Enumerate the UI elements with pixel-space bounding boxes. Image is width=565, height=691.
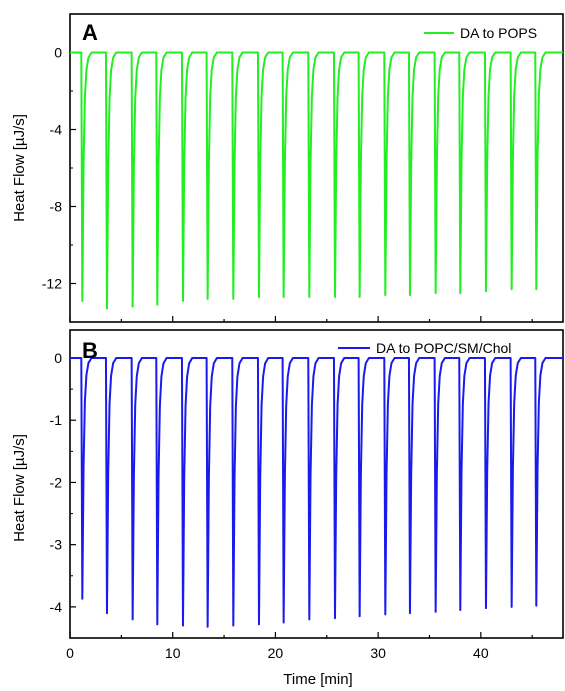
panel-b-peak-point	[409, 612, 411, 614]
panel-b-plot-area: 0 -1 -2 -3 -4 0 10 20 30 40	[50, 329, 564, 661]
panel-b-y-tick-label: -3	[50, 537, 63, 553]
panel-b-x-tick-label: 30	[370, 645, 386, 661]
panel-b-peak-point	[282, 621, 285, 624]
panel-b-peak-point	[182, 624, 184, 627]
panel-a-series-line	[70, 51, 563, 310]
panel-a-peak-point	[485, 290, 487, 293]
panel-a-peak-point	[156, 303, 159, 306]
panel-a-peak-point	[81, 300, 84, 302]
panel-a-peak-point	[131, 305, 134, 308]
panel-a-frame	[69, 13, 564, 323]
panel-b-peak-point	[510, 606, 513, 608]
panel-a-peak-point	[232, 298, 235, 300]
panel-b-peak-point	[535, 604, 538, 607]
panel-a-label: A	[82, 20, 98, 45]
panel-b-y-tick-label: -1	[50, 412, 63, 428]
panel-b-y-tick-label: 0	[54, 350, 62, 366]
panel-b-x-tick-label: 40	[473, 645, 489, 661]
panel-b-peak-point	[258, 623, 260, 626]
panel-b-peak-point	[81, 598, 84, 600]
panel-b-peak-point	[485, 607, 487, 609]
panel-b: 0-1-2-3-40 10 20 30 40 B DA to POPC/SM/Chol …	[11, 329, 564, 688]
panel-b-x-tick-label: 20	[268, 645, 284, 661]
panel-b-peak-point	[459, 609, 462, 611]
panel-a-y-tick-label: -12	[42, 276, 62, 292]
panel-a-peak-point	[282, 296, 285, 298]
x-axis-title: Time [min]	[283, 671, 352, 688]
panel-b-peak-point	[156, 623, 159, 626]
panel-b-legend-label: DA to POPC/SM/Chol	[376, 340, 511, 356]
panel-a-peak-point	[182, 300, 184, 302]
panel-a-peak-point	[308, 296, 311, 298]
panel-a-peak-point	[459, 292, 462, 294]
panel-b-peak-point	[106, 612, 108, 614]
panel-b-peak-point	[232, 624, 235, 627]
panel-b-y-tick-label: -4	[50, 599, 63, 615]
panel-b-series-line	[70, 357, 563, 628]
panel-a-y-tick-label: -8	[50, 199, 63, 215]
panel-a-peak-point	[510, 288, 513, 291]
panel-b-label: B	[82, 338, 98, 363]
panel-b-y-tick-label: -2	[50, 474, 63, 490]
panel-a-y-tick-label: 0	[54, 45, 62, 61]
panel-a-peak-point	[535, 288, 538, 291]
panel-b-frame	[69, 329, 564, 639]
panel-a-peak-point	[409, 294, 411, 296]
panel-a-peak-point	[358, 296, 361, 298]
panel-a-legend-label: DA to POPS	[460, 25, 537, 41]
panel-b-peak-point	[384, 613, 387, 616]
panel-b-x-tick-label: 0	[66, 645, 74, 661]
panel-a: 0 -4 -8 -12 A DA to POPS Heat Flow [µJ/s]	[11, 13, 564, 323]
panel-b-peak-point	[206, 626, 209, 628]
panel-a-y-axis-title: Heat Flow [µJ/s]	[11, 114, 28, 222]
panel-a-peak-point	[434, 292, 437, 294]
panel-a-y-tick-label: -4	[50, 122, 63, 138]
panel-a-peak-point	[384, 294, 387, 296]
panel-a-peak-point	[206, 298, 209, 300]
panel-a-peak-point	[106, 307, 108, 310]
panel-a-peak-point	[258, 296, 260, 298]
panel-b-peak-point	[358, 615, 361, 618]
panel-b-y-axis-title: Heat Flow [µJ/s]	[11, 434, 28, 542]
panel-a-plot-area: 0 -4 -8 -12	[42, 13, 564, 323]
panel-a-legend: DA to POPS	[424, 25, 537, 41]
panel-a-peak-point	[334, 296, 336, 298]
panel-b-x-tick-label: 10	[165, 645, 181, 661]
panel-b-legend: DA to POPC/SM/Chol	[338, 340, 511, 356]
panel-b-peak-point	[131, 618, 134, 621]
panel-b-peak-point	[308, 618, 311, 621]
panel-b-peak-point	[434, 611, 437, 613]
panel-b-peak-point	[334, 617, 336, 619]
